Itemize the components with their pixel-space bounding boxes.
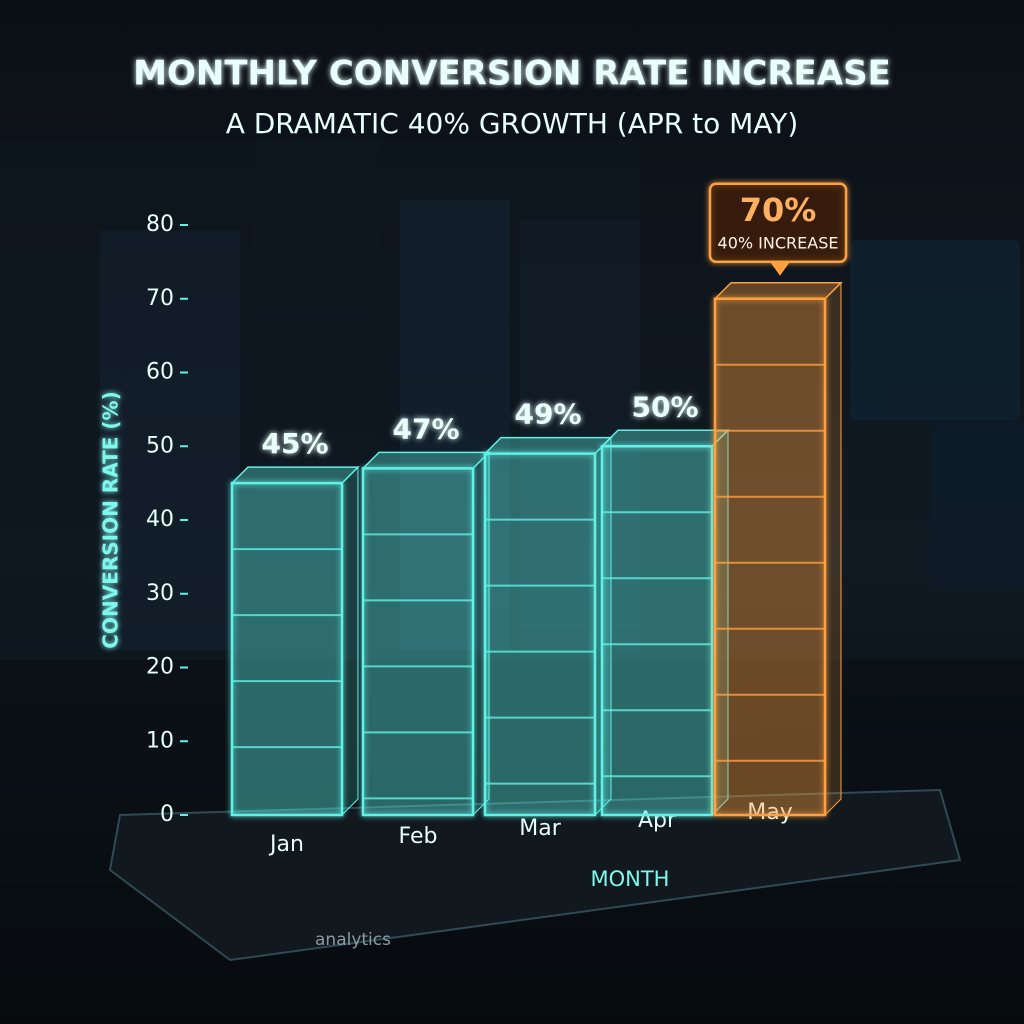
y-tick-label: 20 bbox=[146, 655, 174, 680]
bar-top bbox=[230, 466, 360, 484]
annotation: 40% INCREASE bbox=[718, 233, 839, 252]
bar bbox=[713, 297, 827, 817]
bar-group bbox=[230, 465, 360, 817]
bar-group bbox=[361, 451, 491, 817]
x-axis-label: MONTH bbox=[591, 867, 670, 891]
bar-side bbox=[341, 465, 359, 817]
y-tick-label: 80 bbox=[146, 212, 174, 237]
value-label: 49% bbox=[514, 398, 581, 431]
y-tick-label: 10 bbox=[146, 728, 174, 753]
y-axis-label: CONVERSION RATE (%) bbox=[99, 391, 123, 648]
bar-group bbox=[713, 281, 843, 817]
callout-pointer bbox=[770, 261, 790, 276]
y-tick-label: 30 bbox=[146, 581, 174, 606]
chart-subtitle: A DRAMATIC 40% GROWTH (APR to MAY) bbox=[226, 107, 799, 140]
bar bbox=[483, 452, 597, 817]
y-tick-label: 40 bbox=[146, 507, 174, 532]
value-label: 45% bbox=[261, 427, 328, 460]
bar-top bbox=[713, 282, 843, 300]
y-tick-label: 50 bbox=[146, 433, 174, 458]
bar-group bbox=[600, 429, 730, 817]
value-label: 50% bbox=[631, 390, 698, 423]
platform-text: analytics bbox=[315, 930, 391, 950]
chart-title: MONTHLY CONVERSION RATE INCREASE bbox=[133, 54, 891, 94]
bar-top bbox=[600, 429, 730, 447]
bar-top bbox=[483, 436, 613, 455]
y-tick-label: 60 bbox=[146, 360, 174, 385]
x-tick-label: Jan bbox=[268, 832, 304, 857]
y-tick-label: 0 bbox=[160, 802, 174, 827]
bar bbox=[600, 445, 714, 817]
bar-group bbox=[483, 436, 613, 817]
bar-side bbox=[824, 281, 842, 817]
y-tick-label: 70 bbox=[146, 286, 174, 311]
value-label: 70% bbox=[740, 191, 817, 229]
bar-top bbox=[361, 451, 491, 470]
bar bbox=[230, 481, 344, 817]
value-label: 47% bbox=[392, 412, 459, 445]
bar bbox=[361, 467, 475, 817]
x-tick-label: Mar bbox=[519, 816, 561, 841]
x-tick-label: Feb bbox=[399, 824, 438, 849]
